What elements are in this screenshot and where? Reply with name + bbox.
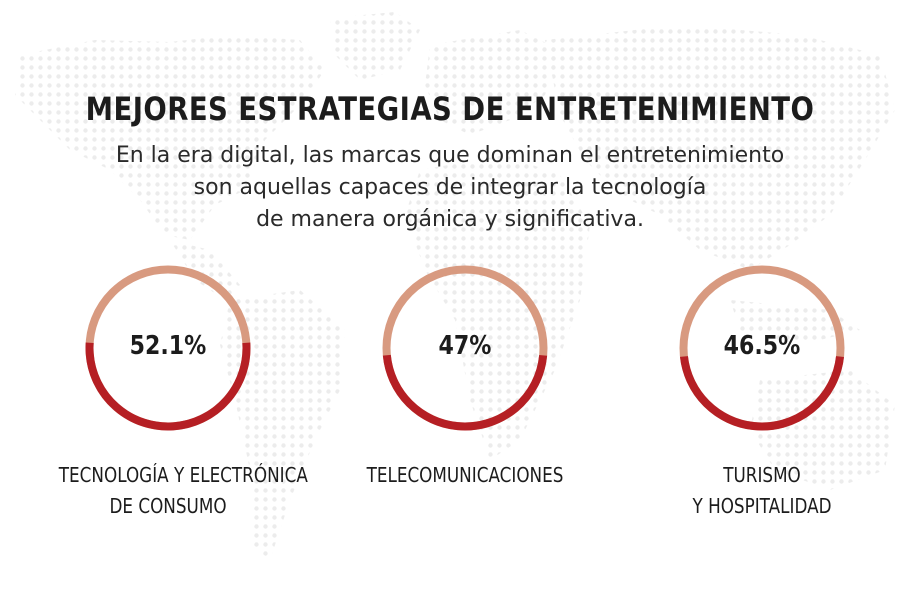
metric-tecnologia: 52.1% TECNOLOGÍA Y ELECTRÓNICA DE CONSUM… [38, 263, 308, 522]
value-label-turismo: 46.5% [723, 331, 801, 361]
subtitle-line-1: En la era digital, las marcas que domina… [115, 143, 785, 168]
category-label-line-2: DE CONSUMO [109, 494, 227, 518]
category-label-line-1: TECNOLOGÍA Y ELECTRÓNICA [58, 463, 308, 487]
donut-chart-turismo [679, 265, 845, 431]
value-label-telecomunicaciones: 47% [438, 331, 492, 361]
category-label-line-1: TELECOMUNICACIONES [366, 463, 564, 487]
metric-turismo: 46.5% TURISMO Y HOSPITALIDAD [632, 263, 892, 522]
category-label-line-2: Y HOSPITALIDAD [692, 494, 832, 518]
metric-telecomunicaciones: 47% TELECOMUNICACIONES [335, 263, 595, 491]
donut-chart-tecnologia [85, 265, 251, 431]
subtitle: En la era digital, las marcas que domina… [0, 140, 900, 236]
category-label-turismo: TURISMO Y HOSPITALIDAD [653, 460, 871, 522]
page-title: MEJORES ESTRATEGIAS DE ENTRETENIMIENTO [85, 90, 815, 128]
subtitle-line-2: son aquellas capaces de integrar la tecn… [193, 175, 707, 200]
category-label-tecnologia: TECNOLOGÍA Y ELECTRÓNICA DE CONSUMO [58, 460, 308, 522]
value-label-tecnologia: 52.1% [129, 331, 207, 361]
subtitle-line-3: de manera orgánica y significativa. [256, 207, 644, 232]
donut-chart-telecomunicaciones [382, 265, 548, 431]
donut-fill-telecomunicaciones [382, 265, 548, 431]
category-label-telecomunicaciones: TELECOMUNICACIONES [356, 460, 574, 491]
category-label-line-1: TURISMO [723, 463, 801, 487]
